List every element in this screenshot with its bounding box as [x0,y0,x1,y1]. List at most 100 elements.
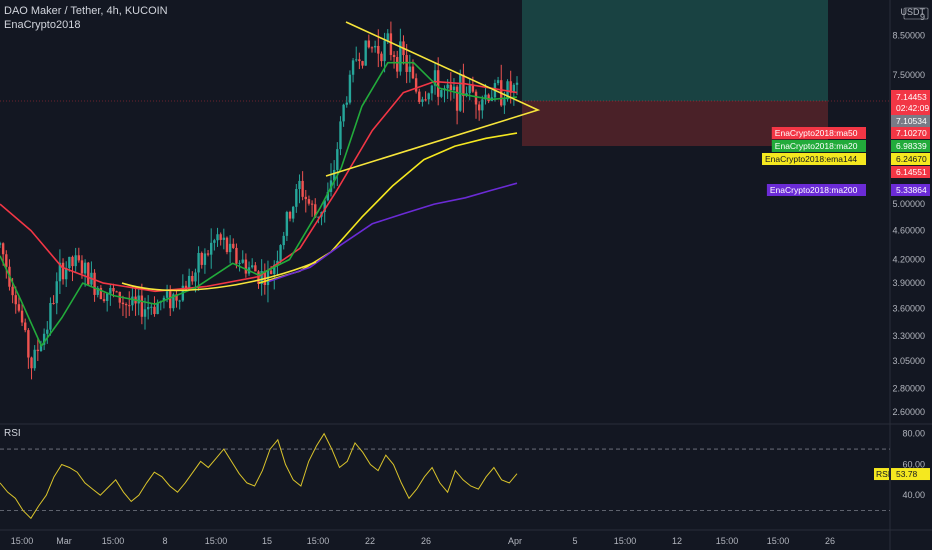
price-tick-label: 2.60000 [892,407,925,417]
candle-body [71,256,74,267]
candle-body [399,41,402,72]
candle-body [396,57,399,72]
candle-body [326,191,330,201]
candle-body [317,216,320,218]
candle-body [452,86,456,91]
tag-ma20-value-bg [891,140,930,152]
candle-body [370,47,374,49]
tag-ema144-label: EnaCrypto2018:ema144 [765,154,857,164]
last-price-tag: 7.14453 [896,92,927,102]
candle-body [377,45,380,54]
last-price-tag-bg [891,90,930,115]
price-tick-label: 4.20000 [892,255,925,265]
candle-body [323,200,326,212]
candle-body [109,288,112,294]
candle-body [219,234,222,240]
candle-body [449,84,452,91]
candle-body [484,94,487,100]
candle-body [468,85,471,94]
candle-body [225,237,229,253]
candle-body [150,306,153,308]
candle-body [42,333,46,345]
candle-body [503,99,506,106]
candle-body [112,288,115,292]
time-tick-label: 15:00 [11,536,34,546]
candle-body [55,281,58,304]
candle-body [298,180,301,190]
candle-body [301,180,304,197]
candle-body [339,121,342,150]
symbol-title[interactable]: DAO Maker / Tether, 4h, KUCOIN [4,5,168,17]
candle-body [5,254,8,267]
candle-body [386,33,389,41]
rsi-tick-label: 40.00 [902,490,925,500]
tag-ma50-label-bg [771,127,866,139]
candle-body [383,40,386,62]
candle-body [496,80,500,84]
candle-body [244,259,248,274]
stop-zone-box [522,101,828,146]
candle-body [446,84,449,89]
price-tick-label: 4.60000 [892,226,925,236]
candle-body [153,306,156,315]
candle-body [210,242,213,255]
candle-body [30,357,33,369]
candle-body [459,74,462,111]
time-tick-label: 15 [262,536,272,546]
rsi-line [0,432,518,520]
candle-body [137,295,140,304]
candle-body [197,252,200,273]
candle-body [235,247,238,264]
candle-body [14,295,17,305]
candle-body [430,85,434,94]
candle-body [162,297,166,302]
candle-body [405,55,408,72]
candle-body [24,322,27,331]
candle-body [74,255,77,267]
candle-body [222,237,226,240]
candle-body [345,102,348,105]
candle-body [433,70,437,86]
tag-ma20-value: 6.98339 [896,141,927,151]
candle-body [455,86,459,111]
candle-body [178,300,181,302]
candle-body [314,204,317,218]
price-tick-label: 5.00000 [892,199,925,209]
tag-ema144-value: 6.24670 [896,154,927,164]
time-tick-label: 26 [421,536,431,546]
candle-body [477,104,481,111]
rsi-panel-label[interactable]: RSI [4,428,21,439]
candle-body [58,262,62,282]
candle-body [0,243,2,245]
time-tick-label: 15:00 [102,536,125,546]
candle-body [367,40,371,48]
indicator-line-ema144 [258,132,518,284]
candle-body [39,344,43,352]
candle-body [184,285,188,290]
candle-body [512,84,516,93]
candle-body [487,94,490,102]
candle-body [191,275,194,282]
time-tick-label: 15:00 [767,536,790,546]
currency-label: USDT [901,7,926,17]
candle-body [310,203,314,205]
price-tick-label: 3.60000 [892,304,925,314]
rsi-tick-label: 60.00 [902,459,925,469]
rsi-tag-label-bg [874,468,889,481]
candle-body [216,234,219,241]
candle-body [440,90,443,97]
tag-ma200-value-bg [891,184,930,196]
chart-header: DAO Maker / Tether, 4h, KUCOIN EnaCrypto… [4,4,168,32]
candle-body [77,255,81,261]
candle-body [285,212,289,236]
candle-body [200,252,203,265]
tag-ema144-value-bg [891,153,930,165]
rsi-value-bg [891,468,930,481]
price-tick-label: 7.50000 [892,70,925,80]
tag-ma200-value: 5.33864 [896,185,927,195]
candle-body [49,303,52,330]
study-name[interactable]: EnaCrypto2018 [4,19,81,31]
time-tick-label: Apr [508,536,522,546]
candle-body [33,349,36,369]
